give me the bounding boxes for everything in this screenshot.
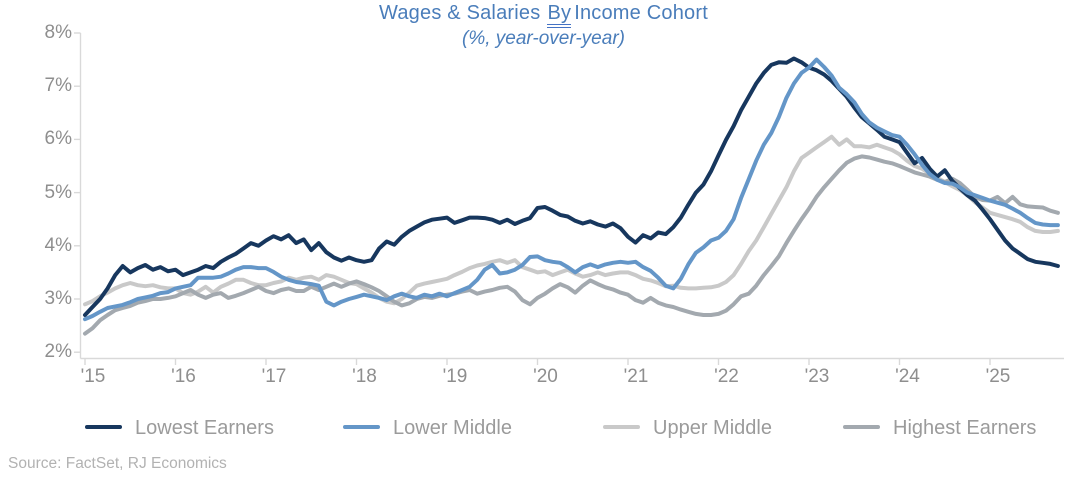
- y-tick-label: 3%: [44, 288, 72, 309]
- x-tick-label: '25: [985, 366, 1011, 387]
- x-tick-label: '19: [442, 366, 468, 387]
- legend-item-lower-middle: Lower Middle: [343, 417, 512, 443]
- legend-item-highest-earners: Highest Earners: [843, 417, 1036, 443]
- x-tick-label: '17: [261, 366, 287, 387]
- legend-swatch-lower-middle: [343, 424, 380, 430]
- chart-title-underlined-word: By: [547, 2, 572, 28]
- chart-title: Wages & Salaries By Income Cohort: [0, 2, 1087, 28]
- series-line-lowest-earners: [83, 56, 1060, 317]
- series-line-highest-earners: [83, 154, 1060, 336]
- chart-subtitle: (%, year-over-year): [462, 28, 625, 49]
- source-note: Source: FactSet, RJ Economics: [8, 455, 227, 472]
- x-tick-label: '23: [804, 366, 830, 387]
- x-tick-label: '24: [895, 366, 920, 387]
- legend-swatch-lowest-earners: [85, 424, 122, 430]
- y-tick-label: 6%: [44, 128, 72, 150]
- x-tick-label: '22: [714, 366, 739, 387]
- x-tick-label: '20: [533, 366, 558, 387]
- legend-swatch-upper-middle: [603, 424, 640, 430]
- x-tick-label: '16: [171, 366, 196, 387]
- legend-item-lowest-earners: Lowest Earners: [85, 417, 274, 443]
- y-tick-label: 5%: [44, 181, 72, 203]
- y-tick-label: 7%: [44, 75, 72, 97]
- chart-title-suffix: Income Cohort: [574, 2, 708, 24]
- legend-item-upper-middle: Upper Middle: [603, 417, 772, 443]
- axes: [74, 32, 1064, 365]
- series-line-lower-middle: [83, 57, 1060, 322]
- y-tick-label: 4%: [44, 234, 72, 256]
- legend-label-upper-middle: Upper Middle: [653, 417, 772, 439]
- y-tick-label: 8%: [44, 22, 72, 43]
- x-tick-label: '21: [623, 366, 649, 387]
- y-tick-label: 2%: [44, 341, 72, 363]
- legend-label-lowest-earners: Lowest Earners: [135, 417, 274, 439]
- legend-label-lower-middle: Lower Middle: [393, 417, 512, 439]
- legend-swatch-highest-earners: [843, 424, 880, 430]
- x-tick-label: '18: [352, 366, 377, 387]
- legend-label-highest-earners: Highest Earners: [893, 417, 1037, 439]
- x-tick-label: '15: [80, 366, 106, 387]
- series-lines: [83, 56, 1060, 336]
- chart-title-prefix: Wages & Salaries: [379, 2, 541, 24]
